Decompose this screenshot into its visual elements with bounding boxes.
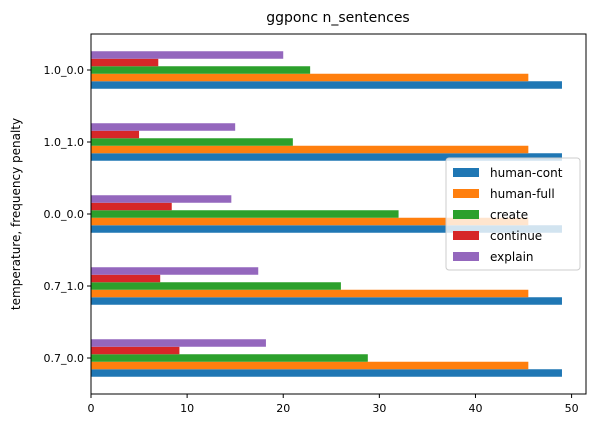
y-tick-label: 1.0_0.0 xyxy=(44,64,85,77)
legend-swatch-explain xyxy=(453,252,479,261)
legend-label-continue: continue xyxy=(490,229,542,243)
y-tick-label: 0.7_1.0 xyxy=(44,280,85,293)
bar-continue-0.7_1.0 xyxy=(91,274,161,283)
bar-explain-0.7_0.0 xyxy=(91,339,266,347)
bar-human-full-1.0_1.0 xyxy=(91,145,529,154)
legend-label-create: create xyxy=(490,208,528,222)
legend-box xyxy=(445,157,581,271)
legend-swatch-human-cont xyxy=(453,168,479,177)
plot-frame xyxy=(90,33,587,395)
x-ticks: 0 10 20 30 40 50 xyxy=(88,394,579,415)
x-tick-label: 0 xyxy=(88,402,95,415)
bar-human-cont-0.7_0.0 xyxy=(91,369,562,377)
bar-create-0.0_0.0 xyxy=(91,210,399,218)
bar-human-cont-1.0_0.0 xyxy=(91,81,562,89)
legend-label-explain: explain xyxy=(490,250,534,264)
legend-swatch-human-full xyxy=(453,189,479,198)
bar-human-cont-0.0_0.0 xyxy=(91,225,562,233)
bar-continue-0.7_0.0 xyxy=(91,346,180,355)
bar-create-0.7_1.0 xyxy=(91,282,341,290)
bar-continue-1.0_0.0 xyxy=(91,58,159,67)
bar-continue-0.0_0.0 xyxy=(91,202,172,211)
y-axis-label: temperature, frequency penalty xyxy=(9,118,23,310)
y-tick-label: 1.0_1.0 xyxy=(44,136,85,149)
legend: human-cont human-full create continue explai… xyxy=(445,157,581,271)
legend-label-human-full: human-full xyxy=(490,187,555,201)
bar-continue-1.0_1.0 xyxy=(91,130,140,139)
legend-label-human-cont: human-cont xyxy=(490,166,563,180)
bar-human-full-0.7_1.0 xyxy=(91,289,529,298)
chart-title: ggponc n_sentences xyxy=(266,10,409,26)
x-tick-label: 30 xyxy=(372,402,386,415)
bar-human-cont-1.0_1.0 xyxy=(91,153,562,161)
x-tick-label: 50 xyxy=(565,402,579,415)
y-ticks: 0.7_0.0 0.7_1.0 0.0_0.0 1.0_1.0 1.0_0.0 xyxy=(44,64,91,365)
bar-human-full-1.0_0.0 xyxy=(91,73,529,82)
bar-human-cont-0.7_1.0 xyxy=(91,297,562,305)
x-tick-label: 20 xyxy=(276,402,290,415)
legend-swatch-create xyxy=(453,210,479,219)
bar-create-1.0_0.0 xyxy=(91,66,311,74)
bar-explain-1.0_0.0 xyxy=(91,51,284,59)
bar-explain-0.0_0.0 xyxy=(91,195,232,203)
bar-explain-1.0_1.0 xyxy=(91,123,236,131)
bar-create-0.7_0.0 xyxy=(91,354,368,362)
x-tick-label: 10 xyxy=(180,402,194,415)
legend-swatch-continue xyxy=(453,231,479,240)
y-tick-label: 0.0_0.0 xyxy=(44,208,85,221)
x-tick-label: 40 xyxy=(468,402,482,415)
bar-create-1.0_1.0 xyxy=(91,138,293,146)
bars-group xyxy=(91,51,562,377)
y-tick-label: 0.7_0.0 xyxy=(44,352,85,365)
bar-human-full-0.7_0.0 xyxy=(91,361,529,370)
bar-human-full-0.0_0.0 xyxy=(91,217,529,226)
bar-explain-0.7_1.0 xyxy=(91,267,259,275)
